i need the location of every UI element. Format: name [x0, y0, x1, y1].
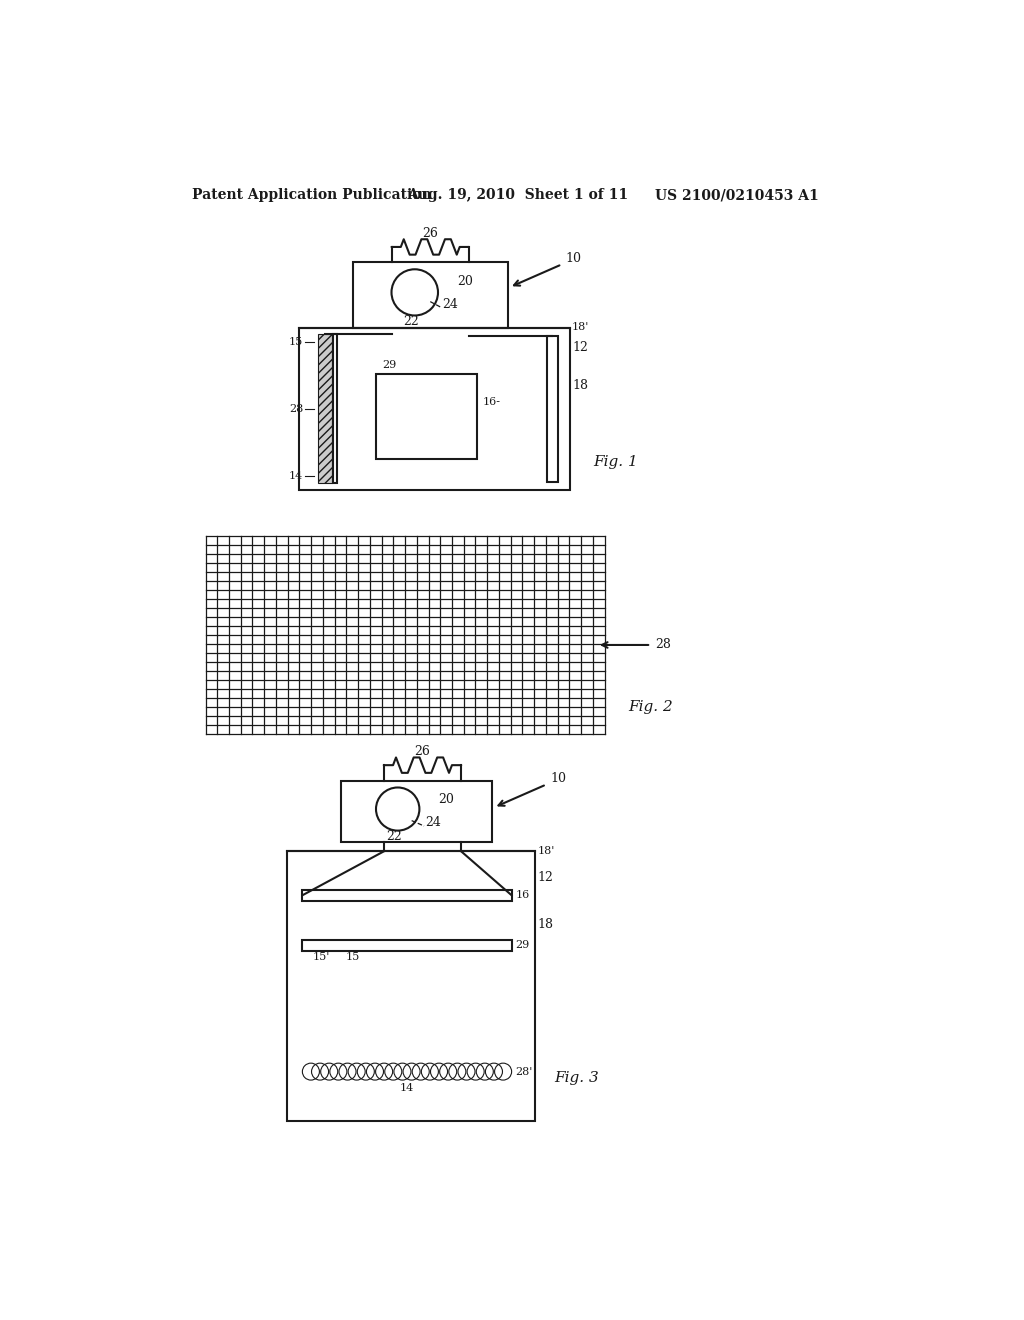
Text: 29: 29: [382, 360, 396, 370]
Text: Fig. 2: Fig. 2: [628, 700, 673, 714]
Bar: [302, 890, 512, 900]
Bar: [317, 334, 332, 483]
Text: 10: 10: [550, 772, 566, 785]
Text: 22: 22: [403, 314, 419, 327]
Text: 18': 18': [538, 846, 555, 855]
Text: US 2100/0210453 A1: US 2100/0210453 A1: [655, 189, 819, 202]
Text: 12: 12: [538, 871, 553, 883]
Text: 16: 16: [515, 890, 529, 900]
Text: Fig. 3: Fig. 3: [554, 1072, 599, 1085]
Bar: [376, 374, 477, 459]
Text: 28: 28: [655, 639, 671, 652]
Text: 26: 26: [422, 227, 438, 240]
Text: 12: 12: [572, 341, 588, 354]
Text: 14: 14: [400, 1082, 414, 1093]
Text: 14: 14: [289, 471, 303, 480]
Text: 22: 22: [386, 830, 401, 843]
Text: 15: 15: [289, 337, 303, 347]
Text: 18': 18': [572, 322, 590, 333]
Text: 28: 28: [289, 404, 303, 413]
Bar: [287, 851, 535, 1121]
Text: 18: 18: [572, 379, 588, 392]
Text: Fig. 1: Fig. 1: [593, 455, 638, 470]
Text: 10: 10: [566, 252, 582, 265]
Text: 16-: 16-: [483, 397, 501, 407]
Text: 20: 20: [458, 275, 473, 288]
Text: 24: 24: [442, 298, 459, 310]
Text: 29: 29: [515, 940, 529, 950]
Text: Patent Application Publication: Patent Application Publication: [191, 189, 431, 202]
Text: 24: 24: [425, 816, 440, 829]
Bar: [547, 335, 558, 482]
Bar: [302, 940, 512, 950]
Text: 20: 20: [438, 793, 454, 807]
Bar: [334, 334, 337, 483]
Text: 15: 15: [346, 952, 359, 962]
Text: Aug. 19, 2010  Sheet 1 of 11: Aug. 19, 2010 Sheet 1 of 11: [407, 189, 628, 202]
Text: 15': 15': [313, 952, 331, 962]
Bar: [299, 327, 569, 490]
Text: 18: 18: [538, 919, 553, 932]
Text: 28': 28': [515, 1067, 532, 1077]
Bar: [352, 263, 508, 327]
Text: 26: 26: [415, 744, 430, 758]
Bar: [341, 780, 493, 842]
